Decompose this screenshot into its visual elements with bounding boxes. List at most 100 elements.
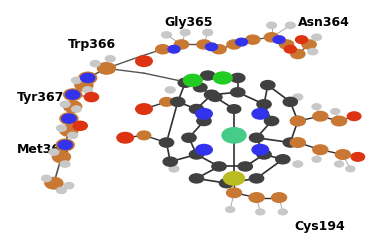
Circle shape — [265, 116, 279, 126]
Circle shape — [285, 22, 295, 28]
Circle shape — [312, 104, 321, 110]
Circle shape — [189, 174, 204, 183]
Circle shape — [170, 97, 185, 106]
Circle shape — [105, 56, 115, 62]
Circle shape — [261, 81, 275, 90]
Circle shape — [65, 90, 80, 99]
Text: Cys194: Cys194 — [294, 220, 345, 233]
Circle shape — [335, 150, 350, 159]
Circle shape — [290, 138, 305, 147]
Circle shape — [137, 131, 151, 140]
Circle shape — [160, 98, 173, 106]
Circle shape — [223, 172, 245, 185]
Circle shape — [302, 40, 316, 49]
Circle shape — [64, 182, 74, 189]
Circle shape — [64, 101, 82, 112]
Circle shape — [296, 36, 308, 44]
Circle shape — [57, 125, 66, 131]
Circle shape — [168, 45, 180, 53]
Circle shape — [335, 161, 344, 167]
Circle shape — [278, 209, 287, 215]
Circle shape — [204, 90, 218, 99]
Circle shape — [45, 177, 63, 189]
Circle shape — [163, 157, 177, 166]
Circle shape — [226, 207, 235, 212]
Circle shape — [312, 156, 321, 162]
Circle shape — [57, 187, 66, 194]
Circle shape — [71, 106, 81, 112]
Circle shape — [71, 77, 81, 83]
Circle shape — [201, 71, 215, 80]
Circle shape — [283, 97, 297, 106]
Circle shape — [273, 36, 285, 44]
Circle shape — [60, 101, 70, 107]
Circle shape — [165, 87, 175, 93]
Circle shape — [189, 105, 204, 113]
Circle shape — [227, 40, 241, 49]
Text: Tyr367: Tyr367 — [16, 91, 64, 104]
Circle shape — [81, 73, 95, 83]
Circle shape — [73, 121, 87, 130]
Circle shape — [249, 133, 264, 142]
Circle shape — [235, 38, 248, 46]
Circle shape — [169, 166, 179, 172]
Circle shape — [62, 114, 76, 123]
Circle shape — [117, 132, 133, 143]
Circle shape — [189, 150, 204, 159]
Circle shape — [162, 32, 171, 38]
Circle shape — [313, 145, 328, 154]
Text: Asn364: Asn364 — [298, 16, 350, 30]
Circle shape — [351, 152, 365, 161]
Circle shape — [56, 139, 74, 151]
Circle shape — [266, 22, 276, 28]
Circle shape — [49, 149, 59, 155]
Circle shape — [136, 56, 152, 67]
Circle shape — [231, 73, 245, 83]
Circle shape — [252, 109, 268, 119]
Circle shape — [156, 45, 170, 54]
Circle shape — [313, 111, 328, 121]
Circle shape — [203, 29, 213, 36]
Circle shape — [249, 174, 264, 183]
Circle shape — [174, 40, 189, 49]
Circle shape — [53, 151, 70, 163]
Circle shape — [182, 133, 196, 142]
Circle shape — [214, 72, 232, 84]
Circle shape — [347, 112, 361, 121]
Circle shape — [180, 29, 190, 36]
Circle shape — [257, 150, 271, 159]
Circle shape — [271, 193, 287, 202]
Circle shape — [209, 93, 222, 101]
Circle shape — [186, 76, 200, 85]
Circle shape — [227, 105, 241, 113]
Circle shape — [332, 116, 347, 126]
Text: Met368: Met368 — [16, 143, 69, 156]
Circle shape — [60, 161, 70, 167]
Circle shape — [64, 89, 82, 100]
Circle shape — [136, 104, 152, 114]
Circle shape — [249, 193, 264, 202]
Circle shape — [276, 155, 290, 164]
Circle shape — [118, 133, 132, 142]
Circle shape — [178, 78, 192, 87]
Circle shape — [283, 138, 297, 147]
Circle shape — [279, 40, 294, 49]
Circle shape — [346, 166, 355, 172]
Circle shape — [98, 63, 115, 74]
Circle shape — [79, 72, 97, 84]
Circle shape — [256, 209, 265, 215]
Circle shape — [60, 113, 78, 124]
Circle shape — [212, 162, 226, 171]
Circle shape — [84, 92, 99, 102]
Circle shape — [212, 45, 226, 54]
Circle shape — [219, 179, 234, 188]
Circle shape — [196, 109, 212, 119]
Circle shape — [331, 109, 340, 114]
Circle shape — [312, 34, 321, 40]
Circle shape — [290, 116, 305, 126]
Circle shape — [197, 40, 211, 49]
Circle shape — [293, 94, 303, 100]
Circle shape — [293, 161, 303, 167]
Circle shape — [226, 188, 242, 197]
Circle shape — [265, 33, 279, 42]
